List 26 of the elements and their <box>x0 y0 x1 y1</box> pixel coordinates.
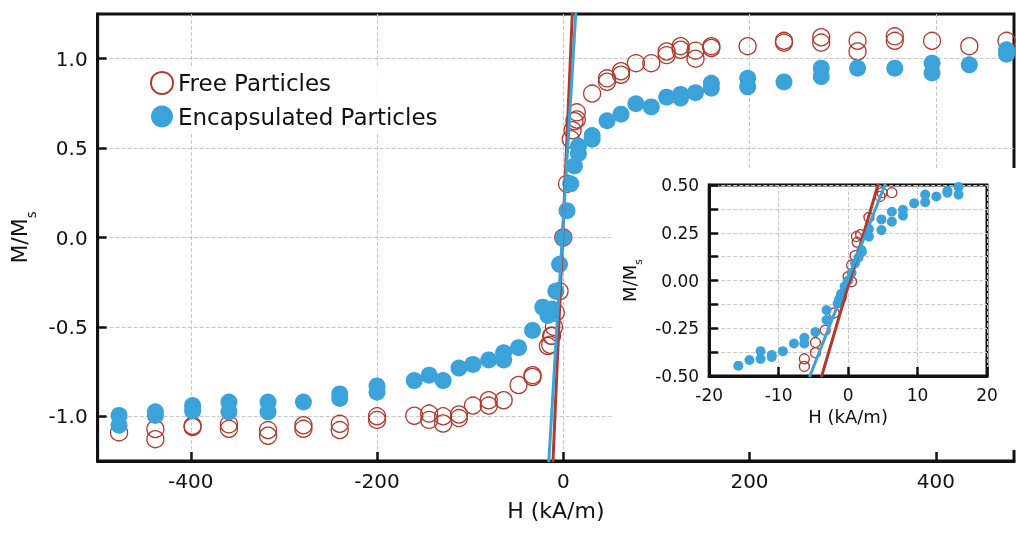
x-axis-title: H (kA/m) <box>507 497 605 523</box>
y-tick-label: 0.5 <box>55 136 88 161</box>
y-tick-label: -1.0 <box>48 404 88 429</box>
x-tick-label: -400 <box>168 469 214 493</box>
x-tick-label: 0 <box>556 469 570 493</box>
x-tick-label: 20 <box>976 384 998 405</box>
y-tick-label: 0.00 <box>661 270 700 291</box>
x-tick-label: 0 <box>842 384 854 405</box>
y-tick-label: 1.0 <box>55 46 88 71</box>
y-tick-label: -0.50 <box>655 366 700 386</box>
y-tick-label: 0.0 <box>55 225 88 250</box>
y-tick-label: -0.5 <box>48 314 88 339</box>
x-tick-label: 400 <box>916 469 955 493</box>
y-tick-label: -0.25 <box>655 318 700 339</box>
y-axis-title: M/Ms <box>6 211 39 264</box>
x-tick-label: -20 <box>695 384 724 405</box>
legend-label: Encapsulated Particles <box>178 103 438 130</box>
x-tick-label: -10 <box>764 384 793 405</box>
x-tick-label: 10 <box>906 384 929 405</box>
x-axis-title: H (kA/m) <box>808 406 888 428</box>
x-tick-label: 200 <box>730 469 769 493</box>
x-tick-label: -200 <box>354 469 400 493</box>
y-tick-label: 0.25 <box>661 222 700 243</box>
y-tick-label: 0.50 <box>661 175 700 195</box>
legend-label: Free Particles <box>178 70 332 96</box>
y-axis-title: M/Ms <box>618 258 646 302</box>
